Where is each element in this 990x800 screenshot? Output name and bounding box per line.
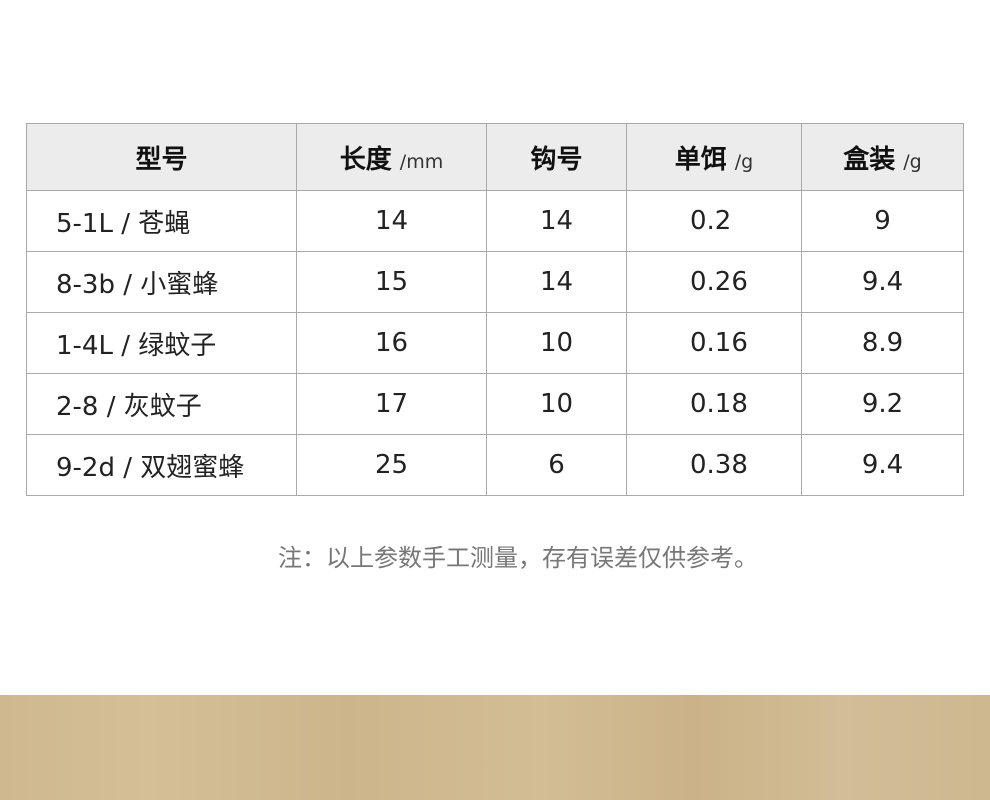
measurement-note: 注：以上参数手工测量，存有误差仅供参考。 xyxy=(278,544,758,572)
cell-box-weight: 9.2 xyxy=(801,373,964,435)
cell-box-weight: 8.9 xyxy=(801,312,964,374)
cell-model: 5-1L / 苍蝇 xyxy=(26,190,297,252)
cell-single-weight: 0.26 xyxy=(626,251,802,313)
cell-box-weight: 9.4 xyxy=(801,251,964,313)
cell-single-weight: 0.38 xyxy=(626,434,802,496)
header-label: 钩号 xyxy=(530,144,583,175)
cell-single-weight: 0.16 xyxy=(626,312,802,374)
cell-single-weight: 0.18 xyxy=(626,373,802,435)
cell-model: 9-2d / 双翅蜜蜂 xyxy=(26,434,297,496)
header-hook: 钩号 xyxy=(486,123,627,191)
header-single-weight: 单饵/g xyxy=(626,123,802,191)
cell-length: 14 xyxy=(296,190,487,252)
cell-length: 25 xyxy=(296,434,487,496)
header-unit: /g xyxy=(734,150,754,173)
header-label: 单饵 xyxy=(674,144,727,175)
cell-length: 16 xyxy=(296,312,487,374)
cell-model: 2-8 / 灰蚊子 xyxy=(26,373,297,435)
table-row: 8-3b / 小蜜蜂 15 14 0.26 9.4 xyxy=(26,251,964,313)
cell-single-weight: 0.2 xyxy=(626,190,802,252)
cell-length: 17 xyxy=(296,373,487,435)
cell-model: 1-4L / 绿蚊子 xyxy=(26,312,297,374)
header-length: 长度/mm xyxy=(296,123,487,191)
cell-box-weight: 9 xyxy=(801,190,964,252)
table-row: 9-2d / 双翅蜜蜂 25 6 0.38 9.4 xyxy=(26,434,964,496)
cell-hook: 10 xyxy=(486,312,627,374)
header-unit: /mm xyxy=(399,150,444,173)
header-label: 长度 xyxy=(339,144,392,175)
cell-hook: 14 xyxy=(486,251,627,313)
table-row: 2-8 / 灰蚊子 17 10 0.18 9.2 xyxy=(26,373,964,435)
table-row: 5-1L / 苍蝇 14 14 0.2 9 xyxy=(26,190,964,252)
cell-length: 15 xyxy=(296,251,487,313)
header-box-weight: 盒装/g xyxy=(801,123,964,191)
cell-hook: 10 xyxy=(486,373,627,435)
cell-hook: 14 xyxy=(486,190,627,252)
decorative-band xyxy=(0,695,990,800)
table-row: 1-4L / 绿蚊子 16 10 0.16 8.9 xyxy=(26,312,964,374)
header-model: 型号 xyxy=(26,123,297,191)
cell-model: 8-3b / 小蜜蜂 xyxy=(26,251,297,313)
table-header-row: 型号 长度/mm 钩号 单饵/g 盒装/g xyxy=(26,123,964,191)
header-unit: /g xyxy=(903,150,922,173)
cell-box-weight: 9.4 xyxy=(801,434,964,496)
cell-hook: 6 xyxy=(486,434,627,496)
header-label: 盒装 xyxy=(843,144,896,175)
spec-table: 型号 长度/mm 钩号 单饵/g 盒装/g 5-1L / 苍蝇 14 14 0.… xyxy=(26,123,964,496)
header-label: 型号 xyxy=(135,144,188,175)
